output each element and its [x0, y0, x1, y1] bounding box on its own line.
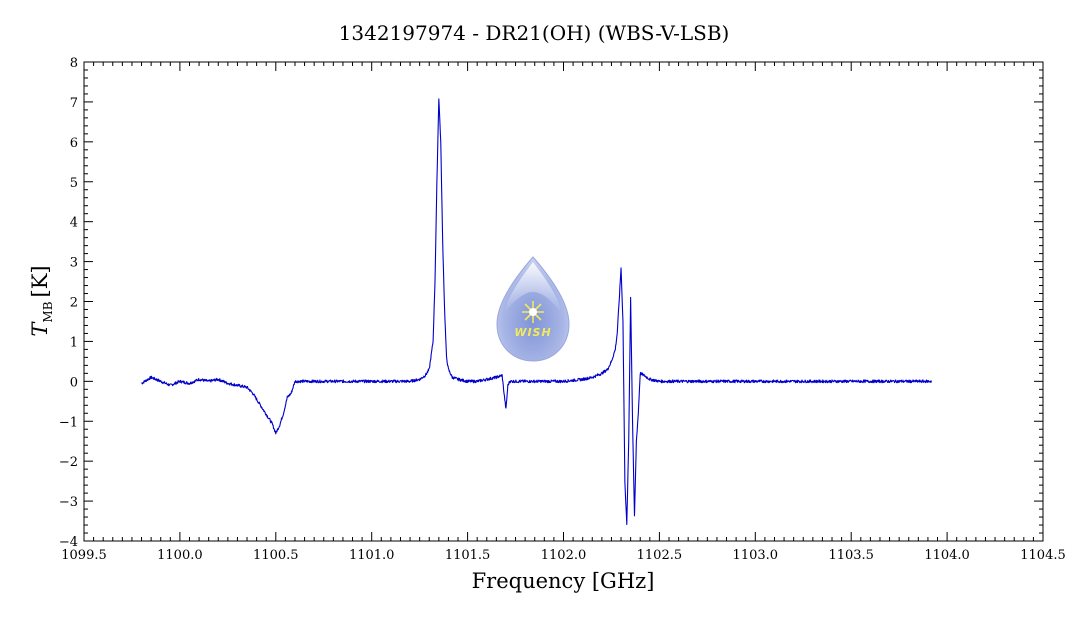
y-tick-label: −2	[59, 455, 78, 470]
x-tick-label: 1104.5	[1020, 548, 1066, 563]
y-tick-label: 3	[70, 256, 78, 271]
y-tick-label: 8	[70, 56, 78, 71]
y-tick-label: −4	[59, 535, 78, 550]
y-tick-label: 4	[70, 216, 78, 231]
y-tick-labels: −4 −3 −2 −1 0 1 2 3 4 5 6 7 8	[59, 56, 78, 550]
x-tick-label: 1099.5	[61, 548, 107, 563]
x-tick-label: 1100.0	[157, 548, 203, 563]
x-tick-label: 1104.0	[924, 548, 970, 563]
x-tick-label: 1100.5	[253, 548, 299, 563]
y-axis-label: TMB [K]	[28, 265, 55, 336]
wish-logo: WISH	[496, 256, 570, 362]
x-tick-labels: 1099.5 1100.0 1100.5 1101.0 1101.5 1102.0 1102…	[61, 548, 1066, 563]
logo-text: WISH	[514, 326, 551, 339]
chart-title: 1342197974 - DR21(OH) (WBS-V-LSB)	[339, 21, 730, 45]
x-tick-label: 1102.0	[541, 548, 587, 563]
x-tick-label: 1103.5	[828, 548, 874, 563]
series-line-spectrum	[141, 98, 933, 526]
drop-shine	[505, 262, 561, 312]
x-axis-label: Frequency [GHz]	[472, 569, 655, 593]
x-tick-label: 1101.0	[349, 548, 395, 563]
y-axis-symbol: T	[28, 321, 52, 337]
y-tick-label: 5	[70, 176, 78, 191]
x-tick-label: 1103.0	[733, 548, 779, 563]
y-tick-label: 7	[70, 96, 78, 111]
y-tick-label: 6	[70, 136, 78, 151]
y-tick-label: 2	[70, 296, 78, 311]
x-tick-label: 1101.5	[445, 548, 491, 563]
y-axis-unit: [K]	[28, 265, 52, 297]
y-axis-subscript: MB	[41, 301, 55, 322]
x-tick-label: 1102.5	[637, 548, 683, 563]
axis-ticks	[83, 61, 1044, 542]
y-tick-label: −3	[59, 495, 78, 510]
y-tick-label: 0	[70, 375, 78, 390]
y-tick-label: −1	[59, 415, 78, 430]
y-tick-label: 1	[70, 335, 78, 350]
